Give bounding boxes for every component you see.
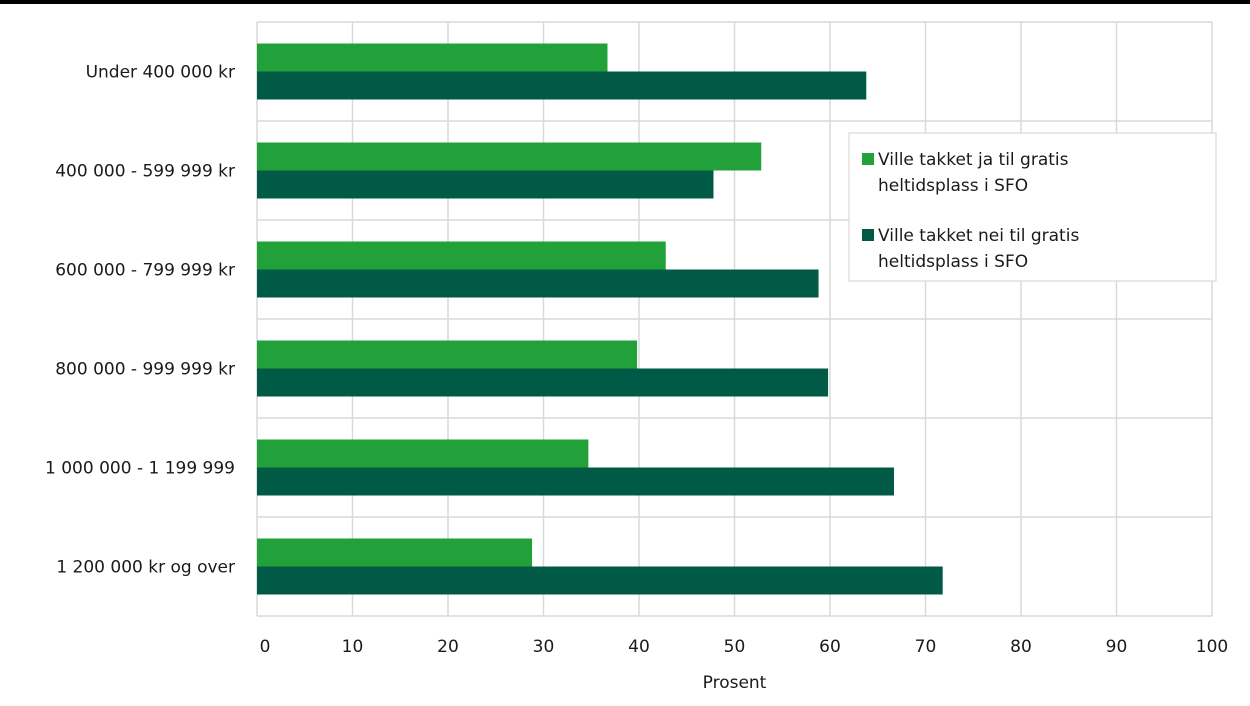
category-label: 1 000 000 - 1 199 999 [45, 459, 235, 479]
x-tick-label: 40 [628, 637, 650, 657]
bars-layer [257, 43, 943, 595]
legend: Ville takket ja til gratis heltidsplass i… [848, 132, 1217, 282]
legend-items: Ville takket ja til gratis heltidsplass i… [862, 150, 1079, 272]
legend-label-nei: Ville takket nei til gratis heltidsplass … [878, 226, 1079, 272]
bar-nei-1 [257, 170, 714, 199]
x-tick-label: 20 [437, 637, 459, 657]
bar-ja-2 [257, 241, 666, 270]
legend-label-ja: Ville takket ja til gratis heltidsplass i… [878, 150, 1069, 196]
x-tick-label: 80 [1010, 637, 1032, 657]
top-rule [0, 0, 1250, 4]
bar-ja-4 [257, 439, 589, 468]
legend-swatch-nei [862, 229, 874, 241]
bar-nei-3 [257, 368, 829, 397]
x-tick-label: 100 [1196, 637, 1228, 657]
bar-ja-5 [257, 538, 533, 567]
x-tick-label: 10 [342, 637, 364, 657]
category-label: 800 000 - 999 999 kr [55, 360, 235, 380]
x-axis-title: Prosent [703, 673, 767, 693]
legend-swatch-ja [862, 153, 874, 165]
x-tick-label: 60 [819, 637, 841, 657]
bar-ja-0 [257, 43, 608, 72]
bar-ja-1 [257, 142, 762, 171]
category-label: 600 000 - 799 999 kr [55, 261, 235, 281]
x-tick-label: 50 [724, 637, 746, 657]
grid-layer [256, 21, 1213, 617]
x-tick-label: 70 [915, 637, 937, 657]
bar-nei-0 [257, 71, 867, 100]
legend-box [848, 132, 1217, 282]
bar-ja-3 [257, 340, 638, 369]
bar-nei-2 [257, 269, 819, 298]
bar-nei-4 [257, 467, 894, 496]
x-tick-labels: 0 10 20 30 40 50 60 70 80 90 100 [260, 637, 1229, 657]
bar-nei-5 [257, 566, 943, 595]
x-tick-label: 0 [260, 637, 271, 657]
x-tick-label: 90 [1106, 637, 1128, 657]
category-label: 1 200 000 kr og over [56, 558, 235, 578]
category-labels: Under 400 000 kr 400 000 - 599 999 kr 600 … [45, 63, 235, 578]
category-label: Under 400 000 kr [86, 63, 235, 83]
x-tick-label: 30 [533, 637, 555, 657]
category-label: 400 000 - 599 999 kr [55, 162, 235, 182]
